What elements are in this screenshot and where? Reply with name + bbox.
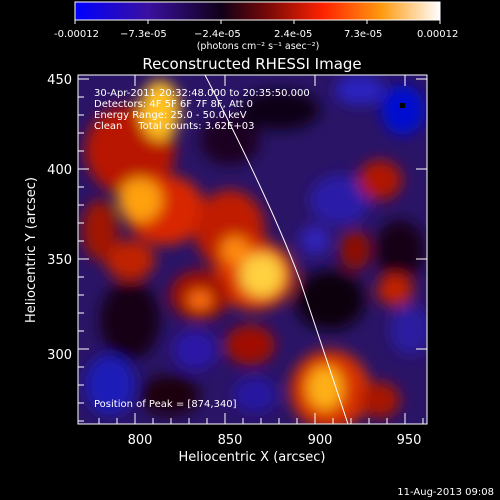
x-tick-label: 950 [397, 433, 422, 448]
peak-position-text: Position of Peak = [874,340] [94, 399, 237, 410]
colorbar-tick-label: 7.3e-05 [344, 29, 382, 40]
plot-frame [77, 74, 428, 425]
colorbar-tick-label: −2.4e-05 [194, 29, 241, 40]
peak-marker [400, 103, 405, 108]
image-map [78, 75, 427, 424]
y-tick-label: 350 [47, 253, 72, 268]
y-tick-label: 300 [47, 348, 72, 363]
colorbar-tick-label: 0.00012 [417, 29, 458, 40]
info-line: Clean Total counts: 3.62E+03 [94, 121, 254, 132]
info-line: Energy Range: 25.0 - 50.0 keV [94, 110, 247, 121]
x-tick-label: 850 [218, 433, 243, 448]
y-axis-ticks [78, 78, 427, 422]
plot-title: Reconstructed RHESSI Image [142, 55, 361, 73]
info-line: Detectors: 4F 5F 6F 7F 8F, Att 0 [94, 99, 253, 110]
colorbar-ticks [74, 20, 441, 24]
colorbar-tick-label: 2.4e-05 [274, 29, 312, 40]
colorbar-units: (photons cm⁻² s⁻¹ asec⁻²) [197, 41, 320, 52]
x-axis-label: Heliocentric X (arcsec) [179, 450, 326, 465]
colorbar-tick-label: −7.3e-05 [120, 29, 167, 40]
timestamp: 11-Aug-2013 09:08 [397, 487, 494, 498]
y-axis-label: Heliocentric Y (arcsec) [24, 177, 39, 323]
solar-limb [204, 75, 349, 424]
colorbar [74, 1, 441, 21]
colorbar-tick-label: -0.00012 [54, 29, 99, 40]
x-tick-label: 800 [128, 433, 153, 448]
y-tick-label: 400 [47, 163, 72, 178]
y-tick-label: 450 [47, 73, 72, 88]
x-tick-label: 900 [308, 433, 333, 448]
info-line: 30-Apr-2011 20:32:48.000 to 20:35:50.000 [94, 88, 310, 99]
x-axis-ticks [98, 75, 424, 424]
